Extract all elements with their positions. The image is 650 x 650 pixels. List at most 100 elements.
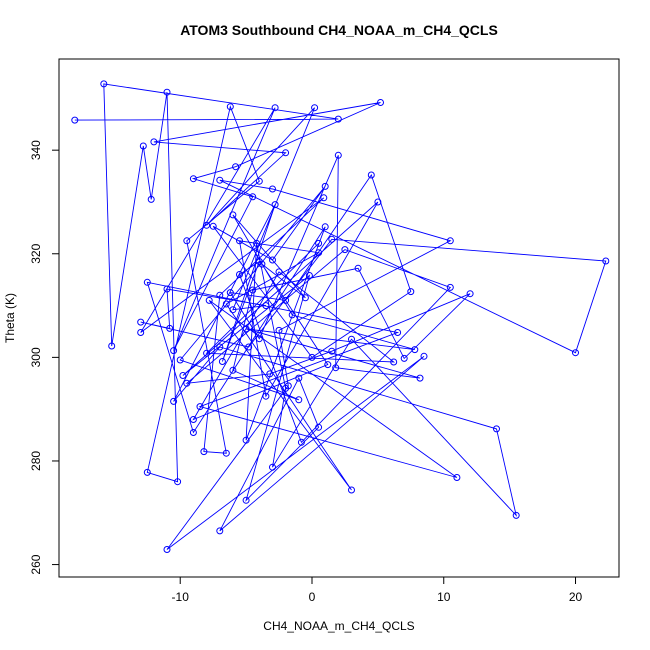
- data-point: [229, 366, 237, 374]
- data-point: [139, 142, 147, 150]
- data-point: [301, 294, 309, 302]
- data-point: [255, 335, 263, 343]
- data-point: [332, 364, 340, 372]
- data-point: [266, 370, 274, 378]
- data-point: [271, 104, 279, 112]
- data-point: [216, 176, 224, 184]
- data-point: [275, 268, 283, 276]
- data-point: [174, 478, 182, 486]
- data-point: [400, 354, 408, 362]
- data-point: [150, 138, 158, 146]
- x-tick-label: 10: [437, 590, 451, 604]
- data-point: [572, 349, 579, 357]
- data-point: [137, 318, 145, 326]
- data-point: [269, 463, 276, 471]
- data-point: [100, 80, 108, 88]
- data-point: [236, 271, 243, 278]
- data-point: [143, 278, 151, 286]
- data-point: [282, 149, 290, 157]
- y-tick-label: 260: [29, 554, 43, 574]
- data-point: [209, 222, 217, 230]
- data-point: [320, 194, 328, 202]
- x-axis-label: CH4_NOAA_m_CH4_QCLS: [263, 619, 414, 633]
- data-point: [377, 99, 384, 106]
- data-point: [407, 288, 415, 296]
- series-line: [74, 83, 607, 550]
- data-point: [282, 384, 290, 392]
- data-point: [222, 449, 230, 457]
- data-point: [512, 511, 520, 519]
- data-point: [275, 326, 283, 334]
- data-point: [170, 347, 178, 355]
- data-point: [321, 182, 329, 190]
- x-tick-label: 0: [309, 590, 316, 604]
- series-layer: [71, 80, 610, 553]
- data-point: [315, 239, 323, 247]
- data-point: [453, 474, 461, 481]
- data-point: [71, 116, 79, 124]
- data-point: [179, 372, 187, 379]
- data-point: [255, 177, 263, 185]
- data-point: [203, 221, 211, 229]
- data-point: [367, 171, 375, 179]
- data-point: [216, 527, 224, 535]
- data-point: [262, 392, 270, 400]
- data-point: [297, 438, 305, 446]
- data-point: [245, 343, 253, 351]
- data-point: [334, 115, 342, 123]
- chart-title: ATOM3 Southbound CH4_NOAA_m_CH4_QCLS: [180, 22, 498, 38]
- data-point: [269, 256, 276, 264]
- y-tick-label: 300: [29, 347, 43, 367]
- data-point: [271, 201, 279, 209]
- x-tick-label: 20: [569, 590, 583, 604]
- y-axis: 260 280 300 320 340: [29, 140, 59, 575]
- data-point: [163, 546, 171, 553]
- data-point: [205, 296, 213, 304]
- data-point: [108, 342, 116, 350]
- data-point: [242, 436, 250, 444]
- data-point: [200, 448, 208, 456]
- data-point: [315, 249, 323, 257]
- data-point: [258, 260, 266, 268]
- y-tick-label: 280: [29, 451, 43, 471]
- data-point: [269, 185, 276, 193]
- y-tick-label: 340: [29, 140, 43, 160]
- data-point: [216, 343, 224, 351]
- data-point: [308, 353, 316, 361]
- data-point: [218, 358, 226, 365]
- data-point: [242, 496, 250, 504]
- data-point: [183, 237, 191, 245]
- data-point: [147, 195, 155, 203]
- data-point: [203, 349, 211, 357]
- data-point: [253, 239, 261, 247]
- data-point: [411, 346, 419, 354]
- data-point: [354, 264, 362, 272]
- data-point: [416, 374, 424, 382]
- data-point: [466, 290, 474, 298]
- data-point: [176, 356, 184, 364]
- data-point: [226, 289, 234, 297]
- data-point: [324, 361, 332, 369]
- data-point: [196, 403, 204, 411]
- x-axis: -10 0 10 20: [172, 577, 583, 604]
- data-point: [311, 104, 319, 112]
- data-point: [163, 285, 171, 293]
- data-point: [341, 246, 349, 254]
- data-point: [334, 151, 342, 159]
- data-point: [321, 223, 329, 231]
- data-point: [137, 329, 145, 336]
- data-point: [143, 468, 151, 476]
- y-tick-label: 320: [29, 243, 43, 263]
- data-point: [242, 325, 250, 333]
- data-point: [232, 163, 240, 171]
- data-point: [229, 211, 237, 219]
- data-point: [216, 291, 224, 299]
- data-point: [262, 302, 270, 310]
- data-point: [166, 324, 174, 332]
- data-point: [189, 429, 197, 436]
- data-point: [288, 311, 296, 319]
- data-point: [189, 416, 197, 423]
- data-point: [602, 257, 610, 265]
- data-point: [163, 88, 171, 96]
